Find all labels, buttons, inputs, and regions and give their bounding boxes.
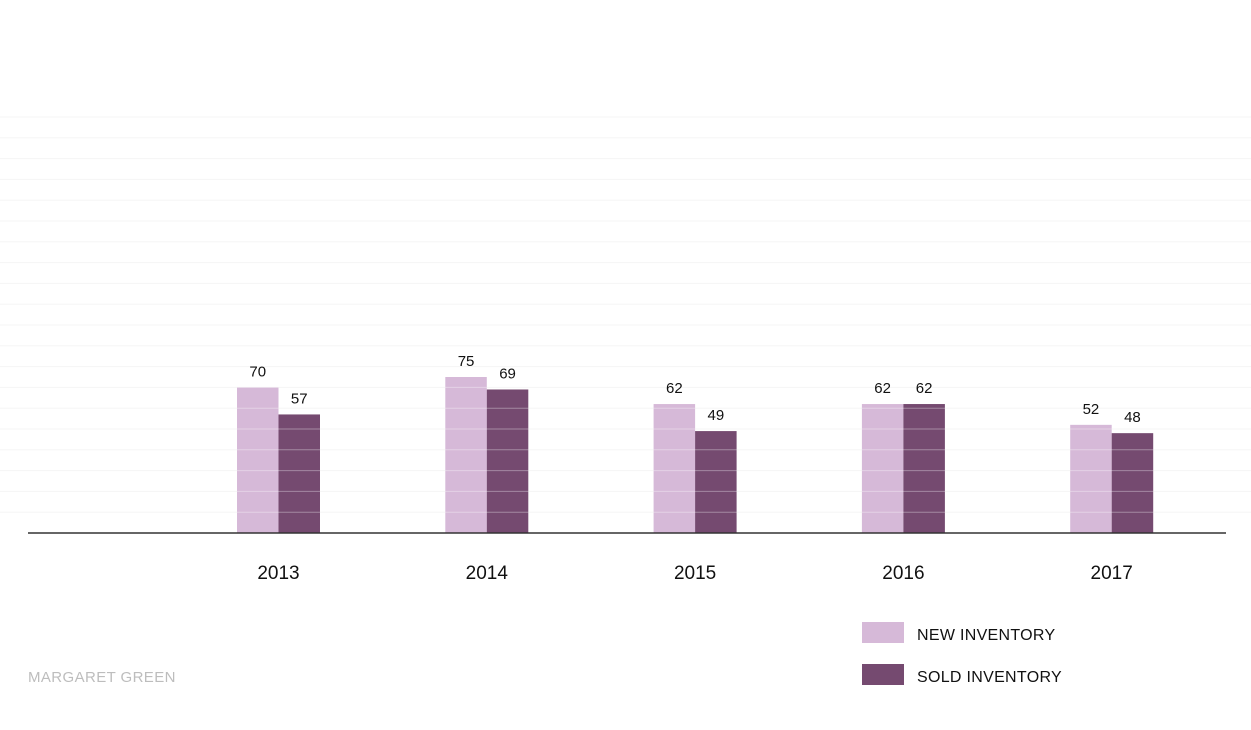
value-label-new-2015: 62 [666, 380, 683, 397]
bar-sold-2015 [695, 431, 737, 533]
category-labels: 2013 2014 2015 2016 2017 [257, 563, 1132, 584]
legend-item-sold-inventory: SOLD INVENTORY [862, 663, 1062, 686]
legend-swatch-new-inventory [862, 621, 904, 643]
legend-label-new-inventory: NEW INVENTORY [917, 627, 1056, 644]
bar-sold-2016 [903, 404, 945, 533]
bar-new-2016 [861, 404, 904, 533]
category-label-2016: 2016 [882, 563, 924, 584]
value-label-sold-2016: 62 [916, 380, 933, 397]
value-label-sold-2015: 49 [708, 407, 725, 424]
category-label-2013: 2013 [257, 563, 299, 584]
bar-new-2017 [1070, 424, 1112, 533]
value-label-new-2017: 52 [1083, 401, 1100, 418]
watermark: MARGARET GREEN [28, 669, 176, 686]
value-label-sold-2017: 48 [1124, 409, 1141, 426]
gridlines [0, 116, 1251, 513]
bar-sold-2014 [486, 389, 529, 533]
legend-item-new-inventory: NEW INVENTORY [862, 621, 1062, 644]
value-label-new-2014: 75 [458, 353, 475, 370]
value-labels: 70 57 75 69 62 49 62 62 52 48 [249, 353, 1140, 426]
bars [0, 116, 1251, 533]
legend-label-sold-inventory: SOLD INVENTORY [917, 669, 1062, 686]
category-label-2015: 2015 [674, 563, 716, 584]
category-label-2014: 2014 [466, 563, 509, 584]
bar-new-2015 [653, 404, 696, 533]
value-label-sold-2014: 69 [499, 365, 516, 382]
value-label-new-2016: 62 [874, 380, 891, 397]
legend-swatch-sold-inventory [862, 663, 904, 685]
category-label-2017: 2017 [1091, 563, 1133, 584]
value-label-sold-2013: 57 [291, 390, 308, 407]
bar-new-2013 [237, 387, 279, 533]
legend: NEW INVENTORY SOLD INVENTORY [862, 621, 1062, 705]
bar-sold-2013 [278, 414, 320, 533]
bar-sold-2017 [1111, 433, 1154, 533]
value-label-new-2013: 70 [249, 363, 266, 380]
bar-new-2014 [445, 377, 487, 533]
